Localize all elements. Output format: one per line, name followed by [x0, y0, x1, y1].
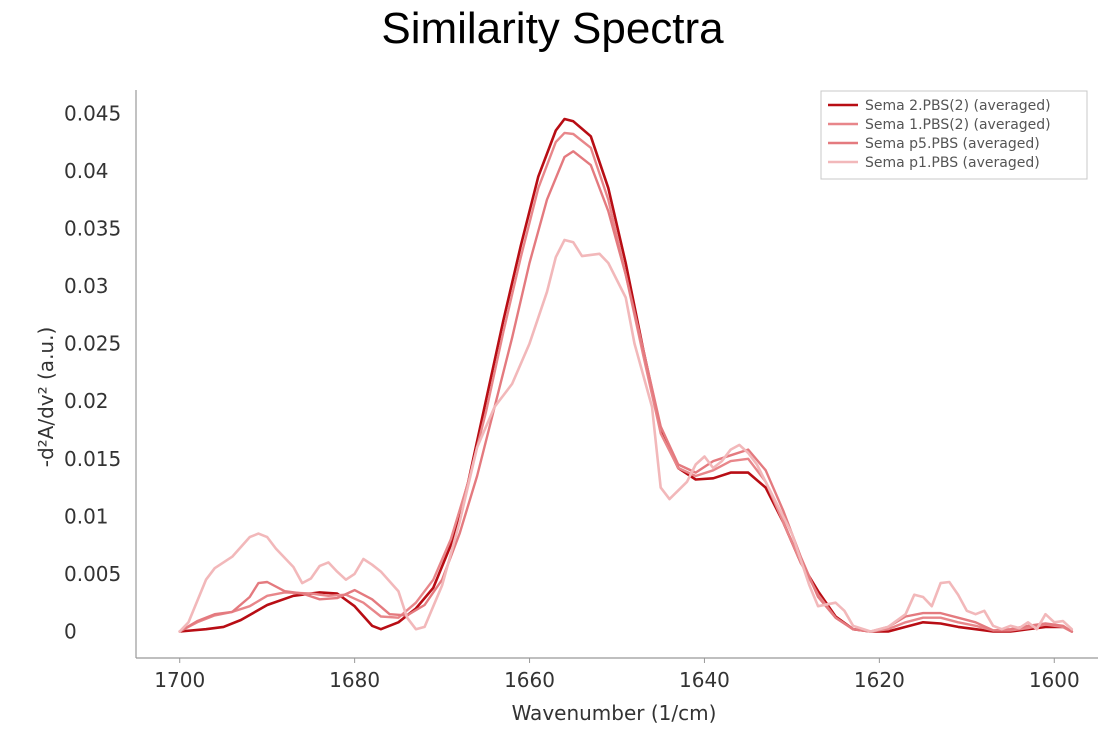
y-axis-label: -d²A/dv² (a.u.) [34, 327, 58, 468]
y-tick-label: 0.03 [64, 274, 109, 298]
legend-entry: Sema 1.PBS(2) (averaged) [865, 117, 1051, 133]
x-tick-label: 1640 [679, 668, 730, 692]
x-tick-label: 1680 [329, 668, 380, 692]
x-tick-label: 1600 [1029, 668, 1080, 692]
y-tick-label: 0.02 [64, 389, 109, 413]
y-tick-label: 0.04 [64, 159, 109, 183]
series-layer [178, 117, 1074, 633]
x-tick-label: 1620 [854, 668, 905, 692]
x-tick-label: 1700 [154, 668, 205, 692]
x-axis-label: Wavenumber (1/cm) [512, 701, 717, 725]
y-tick-label: 0 [64, 620, 77, 644]
y-tick-label: 0.025 [64, 332, 121, 356]
legend-entry: Sema p5.PBS (averaged) [865, 136, 1040, 152]
y-tick-label: 0.045 [64, 101, 121, 125]
legend-entry: Sema 2.PBS(2) (averaged) [865, 98, 1051, 114]
y-tick-label: 0.035 [64, 216, 121, 240]
y-tick-label: 0.01 [64, 504, 109, 528]
series-line-4 [178, 238, 1074, 633]
legend-entry: Sema p1.PBS (averaged) [865, 155, 1040, 171]
chart-title: Similarity Spectra [381, 4, 724, 53]
series-line-3 [178, 150, 1073, 633]
series-line-2 [178, 131, 1073, 633]
legend-box [820, 90, 1088, 180]
series-line-1 [178, 117, 1074, 633]
y-tick-label: 0.005 [64, 562, 121, 586]
legend: Sema 2.PBS(2) (averaged) Sema 1.PBS(2) (a… [820, 90, 1088, 180]
x-tick-label: 1660 [504, 668, 555, 692]
y-tick-label: 0.015 [64, 447, 121, 471]
axes: 1700 1680 1660 1640 1620 1600 0 0.005 0.01 0.015 0… [34, 90, 1098, 725]
